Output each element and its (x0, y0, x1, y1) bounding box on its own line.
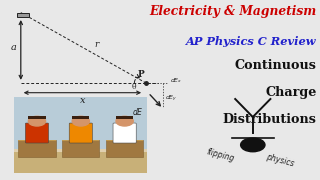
Text: P: P (137, 70, 144, 79)
Bar (18, 140, 56, 141)
Text: Continuous: Continuous (235, 59, 317, 72)
Text: x: x (80, 96, 86, 105)
FancyBboxPatch shape (69, 123, 92, 143)
FancyBboxPatch shape (113, 123, 136, 143)
Text: $dE$: $dE$ (132, 106, 144, 117)
Text: Electricity & Magnetism: Electricity & Magnetism (149, 4, 317, 17)
Text: a: a (11, 43, 17, 52)
Text: $dE_y$: $dE_y$ (165, 94, 177, 104)
Text: $dE_x$: $dE_x$ (170, 76, 182, 86)
Polygon shape (17, 13, 29, 17)
Text: Distributions: Distributions (223, 113, 317, 126)
Bar (106, 140, 143, 141)
Circle shape (241, 138, 265, 152)
Bar (14, 97, 147, 173)
Text: flipping: flipping (206, 148, 236, 164)
Text: Charge: Charge (265, 86, 317, 99)
Circle shape (116, 116, 133, 126)
Bar (106, 140, 143, 157)
Bar (62, 140, 100, 141)
Bar (116, 116, 133, 119)
Text: θ: θ (132, 83, 137, 91)
Bar (28, 116, 46, 119)
Bar (72, 116, 89, 119)
Circle shape (72, 116, 89, 126)
Text: r: r (94, 40, 98, 49)
Bar (14, 152, 147, 173)
Circle shape (28, 116, 46, 126)
Bar (14, 149, 147, 152)
Text: AP Physics C Review: AP Physics C Review (186, 36, 317, 47)
Bar (62, 140, 100, 157)
FancyBboxPatch shape (25, 123, 49, 143)
Bar (18, 140, 56, 157)
Text: physics: physics (265, 152, 295, 168)
